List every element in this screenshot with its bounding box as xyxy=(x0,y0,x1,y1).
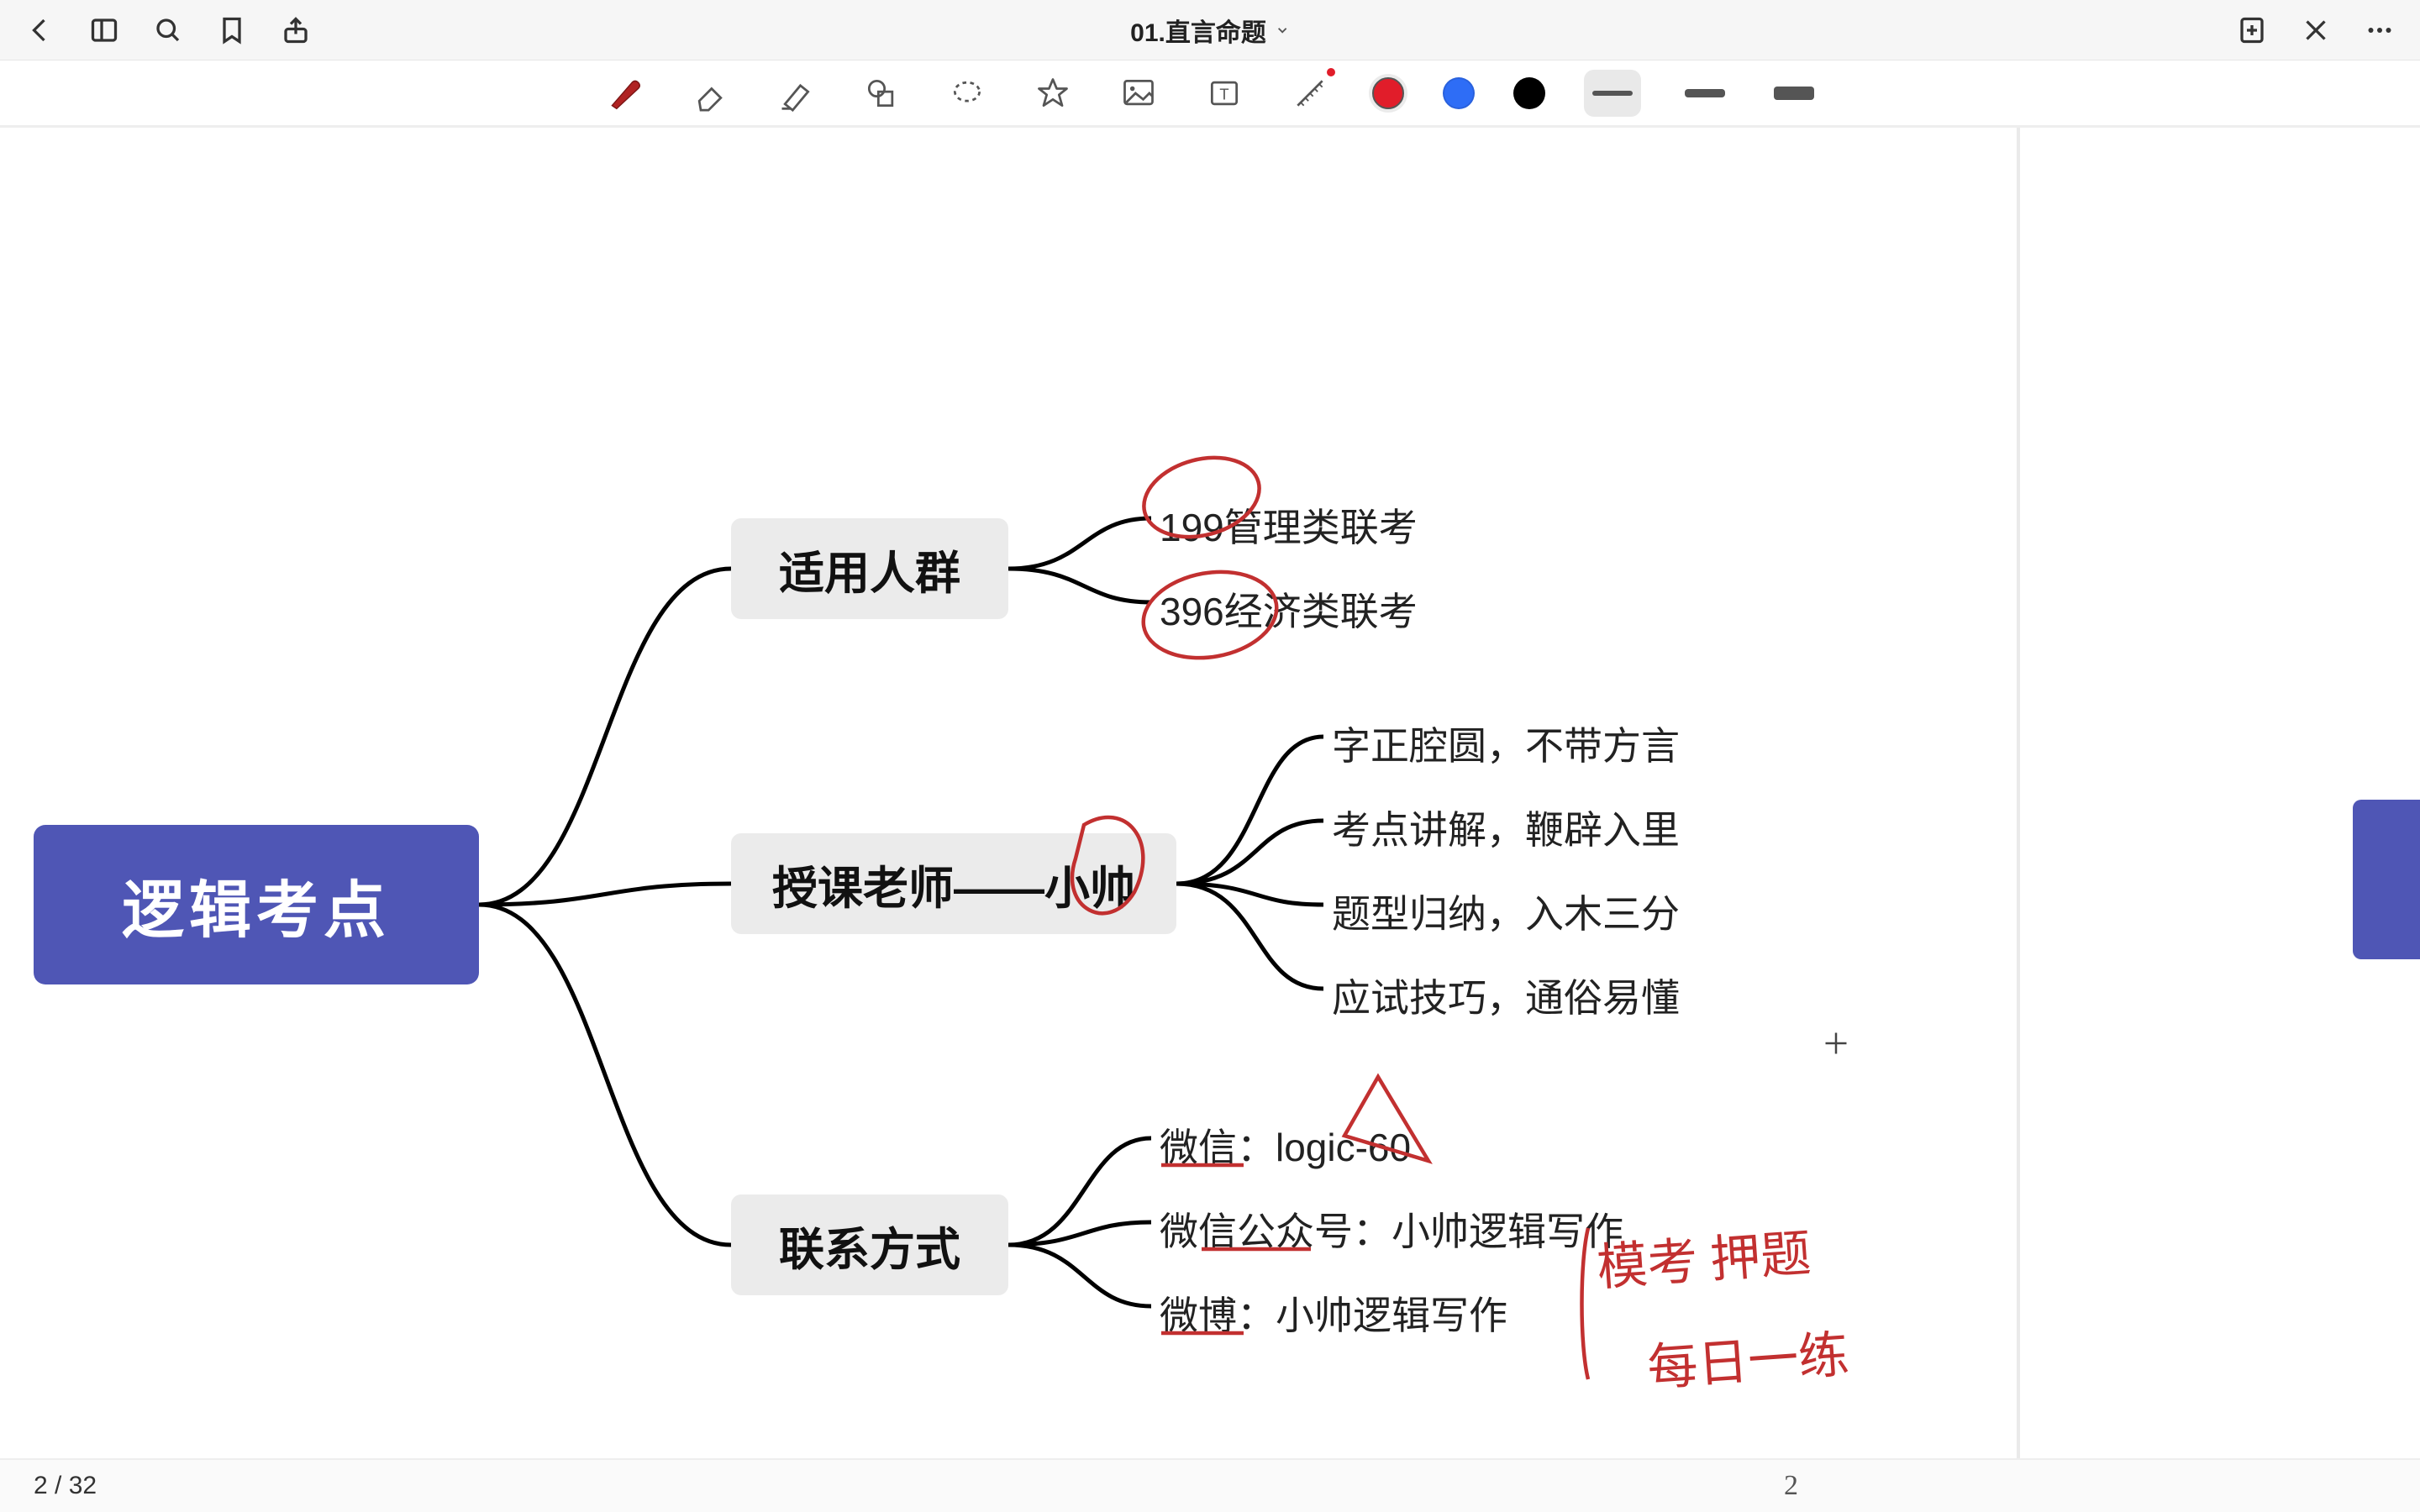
chevron-down-icon xyxy=(1275,23,1290,38)
leaf: 应试技巧，通俗易懂 xyxy=(1332,968,1680,1023)
color-black[interactable] xyxy=(1513,77,1545,109)
mindmap-connectors xyxy=(0,128,2017,1512)
page-indicator[interactable]: 2 / 32 xyxy=(34,1472,97,1500)
leaf: 字正腔圆，不带方言 xyxy=(1332,716,1680,771)
image-tool[interactable] xyxy=(1115,70,1162,117)
document-title-text: 01.直言命题 xyxy=(1130,12,1266,49)
leaf: 微信公众号：小帅逻辑写作 xyxy=(1160,1201,1623,1257)
thickness-thin[interactable] xyxy=(1584,70,1641,117)
shape-tool[interactable] xyxy=(858,70,905,117)
mindmap-branch-audience: 适用人群 xyxy=(731,518,1008,619)
sticker-tool[interactable] xyxy=(1029,70,1076,117)
bookmark-button[interactable] xyxy=(215,13,249,47)
leaf: 考点讲解，鞭辟入里 xyxy=(1332,800,1680,855)
add-page-button[interactable] xyxy=(2235,13,2269,47)
leaf: 题型归纳，入木三分 xyxy=(1332,884,1680,939)
canvas-stage[interactable]: 逻辑考点 适用人群 授课老师——小帅 联系方式 199管理类联考 396经济类联… xyxy=(0,128,2420,1512)
lasso-tool[interactable] xyxy=(944,70,991,117)
bottom-bar: 2 / 32 2 xyxy=(0,1458,2420,1512)
handwriting-line: 模考 押题 xyxy=(1594,1212,1812,1300)
close-button[interactable] xyxy=(2299,13,2333,47)
pen-tool[interactable] xyxy=(601,70,648,117)
page-total: 32 xyxy=(69,1472,97,1499)
thickness-thick[interactable] xyxy=(1769,87,1819,100)
leaf: 微博：小帅逻辑写作 xyxy=(1160,1285,1507,1341)
page-sep-slash: / xyxy=(55,1472,69,1499)
branch-label: 适用人群 xyxy=(779,536,960,602)
mindmap-root-label: 逻辑考点 xyxy=(122,860,391,950)
page-current: 2 xyxy=(34,1472,48,1499)
share-button[interactable] xyxy=(279,13,313,47)
top-bar: 01.直言命题 xyxy=(0,0,2420,60)
leaf: 微信：logic-60 xyxy=(1160,1117,1411,1173)
top-bar-right xyxy=(2235,13,2396,47)
mindmap-root: 逻辑考点 xyxy=(34,825,479,984)
mindmap-branch-contact: 联系方式 xyxy=(731,1194,1008,1295)
next-page-peek[interactable] xyxy=(2353,800,2420,959)
leaf: 199管理类联考 xyxy=(1160,497,1418,553)
document-title[interactable]: 01.直言命题 xyxy=(1130,12,1290,49)
branch-label: 授课老师——小帅 xyxy=(772,851,1135,917)
mindmap-branch-teacher: 授课老师——小帅 xyxy=(731,833,1176,934)
drawing-toolbar: T xyxy=(0,60,2420,128)
sidebar-toggle-button[interactable] xyxy=(87,13,121,47)
page-number-print: 2 xyxy=(1784,1470,1798,1502)
text-tool[interactable]: T xyxy=(1201,70,1248,117)
page-separator xyxy=(2017,128,2020,1512)
leaf: 396经济类联考 xyxy=(1160,581,1418,637)
back-button[interactable] xyxy=(24,13,57,47)
ruler-tool[interactable] xyxy=(1286,70,1334,117)
color-blue[interactable] xyxy=(1443,77,1475,109)
cursor-crosshair-icon xyxy=(1823,1031,1849,1063)
ruler-badge-icon xyxy=(1327,68,1335,76)
eraser-tool[interactable] xyxy=(687,70,734,117)
thickness-medium[interactable] xyxy=(1680,89,1730,97)
search-button[interactable] xyxy=(151,13,185,47)
top-bar-left xyxy=(24,13,313,47)
handwriting-line: 每日一练 xyxy=(1644,1314,1850,1401)
mindmap: 逻辑考点 适用人群 授课老师——小帅 联系方式 199管理类联考 396经济类联… xyxy=(0,128,2017,1512)
branch-label: 联系方式 xyxy=(779,1212,960,1278)
more-button[interactable] xyxy=(2363,13,2396,47)
highlighter-tool[interactable] xyxy=(772,70,819,117)
svg-text:T: T xyxy=(1219,85,1228,102)
color-red[interactable] xyxy=(1372,77,1404,109)
